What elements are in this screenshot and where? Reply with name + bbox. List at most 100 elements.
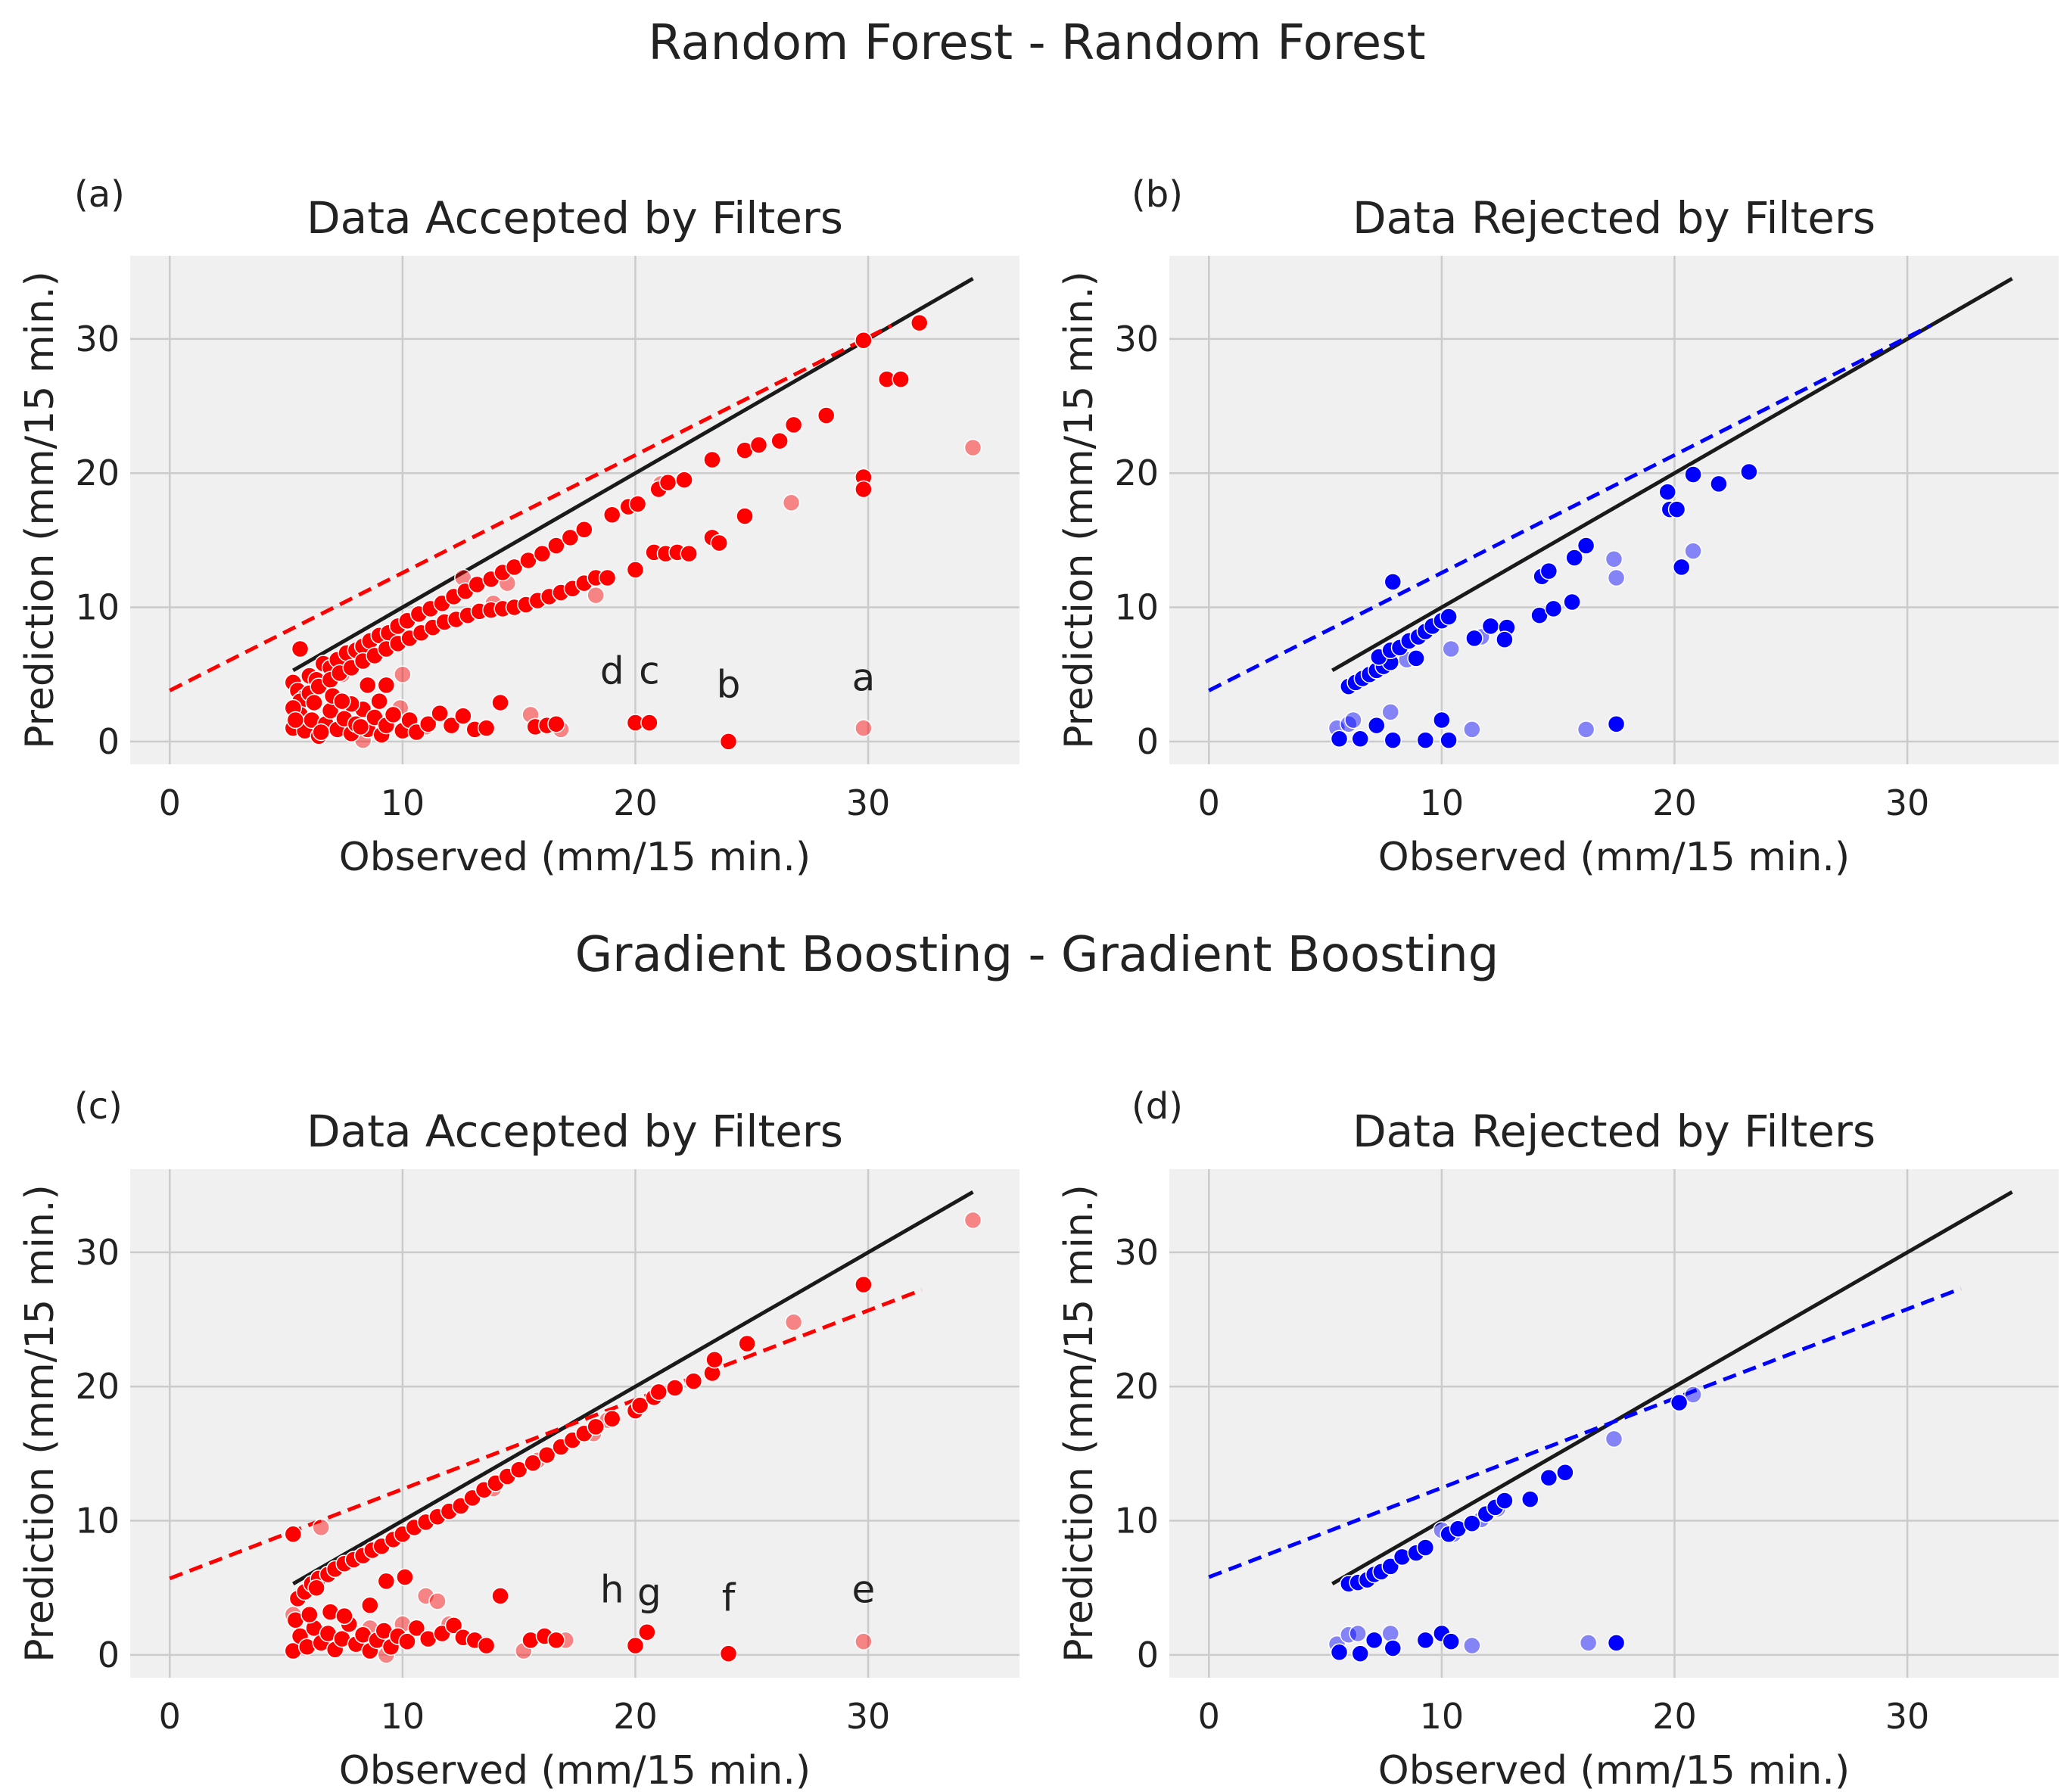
panel-label: (c) [74, 1085, 123, 1128]
scatter-points [1328, 462, 1758, 749]
data-point [854, 331, 873, 350]
data-point [602, 1410, 621, 1428]
data-point [602, 506, 621, 524]
point-annotation: e [852, 1568, 876, 1612]
data-point [1521, 1490, 1539, 1508]
data-point [675, 471, 693, 489]
data-point-faint [1381, 1624, 1399, 1643]
data-point-faint [312, 1518, 330, 1537]
data-point-faint [1381, 703, 1399, 721]
x-tick-label: 0 [1198, 782, 1220, 823]
y-axis-label: Prediction (mm/15 min.) [1057, 1184, 1102, 1663]
data-point [628, 495, 647, 513]
panel-label: (a) [74, 173, 125, 216]
data-point [491, 1587, 509, 1605]
data-point [1330, 1643, 1349, 1662]
x-tick-label: 0 [159, 1696, 181, 1737]
x-tick-label: 20 [1652, 782, 1697, 823]
data-point [892, 370, 910, 388]
data-point-faint [587, 586, 605, 605]
data-point [680, 544, 698, 563]
data-point [419, 715, 437, 733]
data-point [1544, 599, 1563, 618]
data-point [1384, 1639, 1402, 1657]
data-point-faint [1463, 1636, 1481, 1655]
data-point [705, 1351, 724, 1369]
data-point [1670, 1393, 1689, 1412]
x-tick-label: 0 [159, 782, 181, 823]
data-point-faint [1579, 1634, 1598, 1652]
data-point [477, 1636, 496, 1655]
data-point [398, 1632, 416, 1650]
data-point-faint [854, 1632, 873, 1650]
chart-title: Data Accepted by Filters [307, 1106, 843, 1157]
data-point-faint [784, 1313, 803, 1331]
data-point [684, 1372, 703, 1390]
data-point [1667, 500, 1686, 518]
x-tick-label: 30 [1885, 782, 1930, 823]
data-point [587, 1417, 605, 1436]
data-point [442, 716, 461, 735]
data-point [454, 707, 472, 725]
data-point [1440, 731, 1458, 749]
data-point [351, 717, 370, 736]
panel-c: 0 10 20 30 0 10 20 30 Data Accepted by Filters (c… [17, 1085, 1019, 1792]
data-point [640, 714, 658, 732]
x-tick-label: 10 [381, 1696, 425, 1737]
data-point [710, 534, 728, 552]
data-point [491, 693, 509, 712]
x-tick-label: 30 [846, 782, 891, 823]
data-point [666, 1379, 684, 1397]
scatter-points [1328, 1386, 1702, 1663]
y-axis-label: Prediction (mm/15 min.) [1057, 271, 1102, 749]
y-tick-label: 0 [1137, 721, 1159, 762]
data-point [1658, 483, 1676, 501]
x-axis-label: Observed (mm/15 min.) [339, 1748, 811, 1792]
data-point [1577, 537, 1595, 555]
y-axis-label: Prediction (mm/15 min.) [17, 1184, 63, 1663]
data-point [1556, 1463, 1574, 1482]
data-point-faint [963, 438, 982, 457]
panel-label: (b) [1131, 173, 1183, 216]
point-annotation: h [600, 1568, 624, 1612]
data-point [1351, 730, 1369, 748]
data-point [817, 406, 836, 425]
suptitle-random-forest: Random Forest - Random Forest [648, 15, 1425, 71]
data-point [738, 1334, 756, 1353]
data-point [575, 520, 593, 539]
data-point [286, 711, 305, 730]
data-point-faint [1684, 1386, 1702, 1404]
data-point [1330, 730, 1349, 748]
data-point-faint [428, 1592, 447, 1610]
data-point-faint [1607, 568, 1626, 587]
suptitle-gradient-boosting: Gradient Boosting - Gradient Boosting [575, 927, 1499, 983]
data-point-faint [394, 665, 412, 683]
y-tick-label: 20 [75, 1366, 120, 1407]
y-tick-label: 0 [1137, 1635, 1159, 1675]
x-tick-label: 0 [1198, 1696, 1220, 1737]
identity-line [1331, 276, 2013, 673]
data-point [533, 544, 552, 563]
y-tick-label: 20 [1114, 453, 1159, 493]
x-axis-label: Observed (mm/15 min.) [1378, 835, 1850, 880]
data-point [1407, 649, 1425, 667]
x-tick-label: 20 [613, 1696, 658, 1737]
data-point-faint [1463, 720, 1481, 739]
data-point-faint [854, 719, 873, 737]
data-point-faint [963, 1211, 982, 1230]
data-point [1465, 629, 1483, 648]
point-annotation: f [722, 1576, 736, 1619]
data-point [396, 1568, 414, 1586]
identity-line [1331, 1190, 2013, 1586]
data-point [854, 480, 873, 499]
data-point [1672, 558, 1691, 577]
panel-a: 0 10 20 30 0 10 20 30 Data Accepted by Filters (a… [17, 173, 1019, 880]
data-point [784, 415, 803, 434]
data-point-faint [1442, 639, 1460, 658]
data-point [307, 1579, 325, 1597]
y-tick-label: 30 [1114, 1232, 1159, 1273]
data-point [1565, 549, 1583, 567]
x-tick-label: 20 [1652, 1696, 1697, 1737]
data-point-faint [1684, 542, 1702, 560]
x-tick-label: 10 [1420, 1696, 1465, 1737]
